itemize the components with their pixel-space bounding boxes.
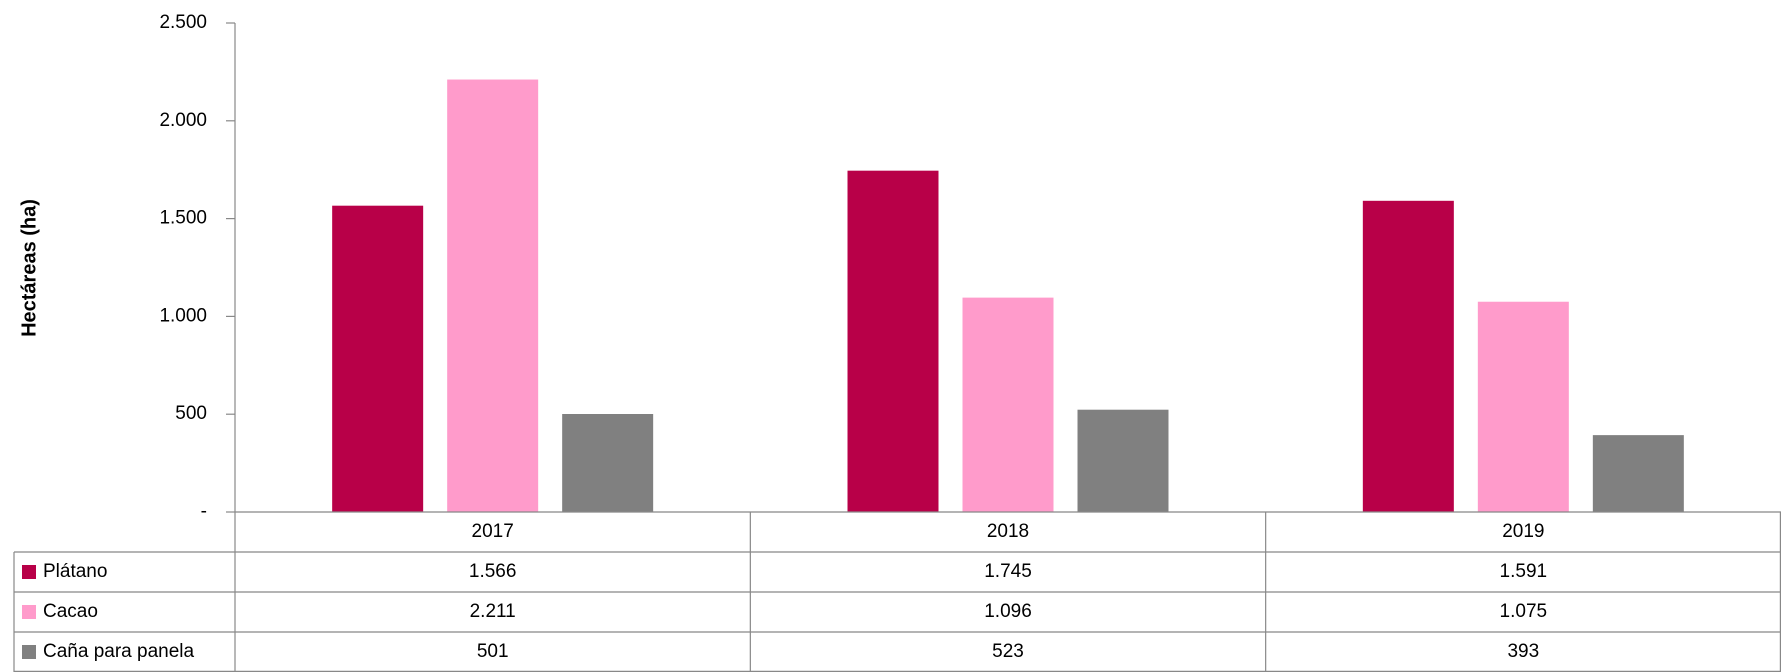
value-label: 1.566 [469,561,517,582]
value-label: 523 [992,641,1024,662]
value-label: 393 [1507,641,1539,662]
y-tick-label: - [201,501,207,522]
legend-label: Cacao [43,601,98,622]
bar [847,170,939,513]
y-axis-label: Hectáreas (ha) [18,199,40,337]
value-label: 1.075 [1500,601,1548,622]
bar [1362,200,1454,512]
value-label: 501 [477,641,509,662]
x-tick-label: 2018 [987,521,1029,542]
x-tick-label: 2017 [472,521,514,542]
y-tick-label: 1.500 [159,208,207,229]
bar [447,79,539,513]
legend-label: Plátano [43,561,107,582]
legend-swatch [22,565,36,579]
bar [1477,301,1569,512]
value-label: 1.745 [984,561,1032,582]
bar [962,297,1054,512]
bar [562,414,654,512]
legend-swatch [22,645,36,659]
legend-label: Caña para panela [43,641,194,662]
value-label: 1.591 [1500,561,1548,582]
y-tick-label: 1.000 [159,305,207,326]
bar [1077,409,1169,512]
y-tick-label: 2.500 [159,12,207,33]
x-tick-label: 2019 [1502,521,1544,542]
y-tick-label: 500 [175,403,207,424]
y-tick-label: 2.000 [159,110,207,131]
bar [1592,435,1684,512]
bar [332,205,424,512]
value-label: 2.211 [470,601,516,622]
value-label: 1.096 [984,601,1032,622]
legend-swatch [22,605,36,619]
